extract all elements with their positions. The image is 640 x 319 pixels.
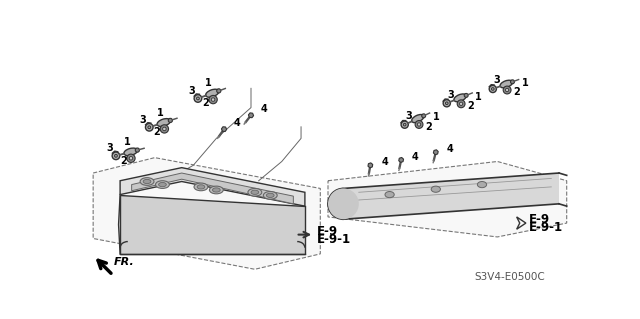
Text: E-9-1: E-9-1 — [529, 221, 563, 234]
Circle shape — [211, 98, 215, 101]
Circle shape — [112, 152, 120, 160]
Circle shape — [148, 126, 150, 129]
Circle shape — [511, 80, 515, 84]
Polygon shape — [120, 168, 305, 206]
Circle shape — [503, 86, 511, 94]
Circle shape — [145, 123, 153, 131]
Circle shape — [135, 148, 140, 152]
Circle shape — [403, 123, 406, 126]
Polygon shape — [344, 173, 559, 219]
Polygon shape — [221, 127, 227, 131]
Circle shape — [506, 88, 509, 92]
Text: 3: 3 — [106, 143, 113, 153]
Ellipse shape — [251, 190, 259, 194]
Polygon shape — [120, 195, 305, 254]
Text: 4: 4 — [447, 144, 453, 154]
Circle shape — [464, 93, 468, 97]
Ellipse shape — [159, 182, 166, 187]
Ellipse shape — [157, 119, 170, 126]
Text: 3: 3 — [140, 115, 147, 124]
Circle shape — [115, 154, 117, 157]
Ellipse shape — [266, 193, 274, 197]
Ellipse shape — [412, 115, 424, 122]
Ellipse shape — [477, 182, 486, 188]
Ellipse shape — [454, 94, 467, 102]
Circle shape — [443, 100, 451, 107]
Circle shape — [129, 157, 132, 160]
Ellipse shape — [385, 191, 394, 198]
Circle shape — [209, 95, 217, 104]
Text: 4: 4 — [412, 152, 419, 162]
Text: FR.: FR. — [114, 257, 134, 267]
Polygon shape — [132, 173, 293, 204]
Circle shape — [194, 95, 202, 102]
Text: 1: 1 — [157, 108, 163, 117]
Ellipse shape — [431, 186, 440, 192]
Text: E-9: E-9 — [529, 213, 550, 226]
Polygon shape — [433, 150, 438, 155]
Text: 3: 3 — [493, 76, 500, 85]
Ellipse shape — [500, 80, 513, 88]
Text: E-9-1: E-9-1 — [316, 233, 351, 246]
Circle shape — [460, 102, 463, 106]
Text: 1: 1 — [433, 112, 440, 122]
Circle shape — [422, 114, 426, 118]
Text: 3: 3 — [405, 111, 412, 121]
Text: 4: 4 — [260, 104, 267, 114]
Ellipse shape — [140, 178, 154, 185]
Text: E-9: E-9 — [316, 225, 337, 238]
Ellipse shape — [209, 186, 223, 194]
Ellipse shape — [212, 188, 220, 192]
Text: 3: 3 — [447, 90, 454, 100]
Text: 2: 2 — [202, 98, 209, 108]
Ellipse shape — [197, 185, 205, 189]
Polygon shape — [399, 158, 404, 162]
Circle shape — [328, 189, 359, 219]
Circle shape — [417, 123, 420, 126]
Polygon shape — [248, 113, 253, 118]
Circle shape — [163, 127, 166, 131]
Polygon shape — [93, 158, 320, 269]
Circle shape — [489, 85, 497, 93]
Ellipse shape — [124, 148, 138, 156]
Text: 1: 1 — [476, 92, 482, 102]
Text: 1: 1 — [522, 78, 529, 88]
Circle shape — [457, 100, 465, 108]
Circle shape — [127, 154, 135, 162]
Text: 4: 4 — [234, 118, 240, 128]
Text: 4: 4 — [381, 157, 388, 167]
Text: 2: 2 — [467, 101, 474, 111]
Ellipse shape — [156, 181, 170, 189]
Circle shape — [401, 121, 408, 128]
Text: 2: 2 — [154, 127, 160, 137]
Circle shape — [492, 88, 494, 90]
Text: 1: 1 — [124, 137, 130, 147]
Text: 2: 2 — [513, 87, 520, 97]
Circle shape — [217, 89, 221, 93]
Text: 1: 1 — [205, 78, 212, 88]
Ellipse shape — [263, 191, 277, 199]
Ellipse shape — [194, 183, 208, 191]
Polygon shape — [328, 161, 566, 237]
Circle shape — [196, 97, 199, 100]
Polygon shape — [368, 163, 372, 168]
Text: 3: 3 — [188, 86, 195, 96]
Circle shape — [445, 102, 448, 105]
Text: S3V4-E0500C: S3V4-E0500C — [474, 272, 545, 282]
Circle shape — [415, 121, 423, 128]
Circle shape — [160, 125, 168, 133]
Text: 2: 2 — [120, 156, 127, 166]
Ellipse shape — [248, 189, 262, 196]
Circle shape — [168, 118, 172, 122]
Text: 2: 2 — [425, 122, 432, 132]
Ellipse shape — [143, 179, 151, 184]
Ellipse shape — [205, 89, 219, 97]
